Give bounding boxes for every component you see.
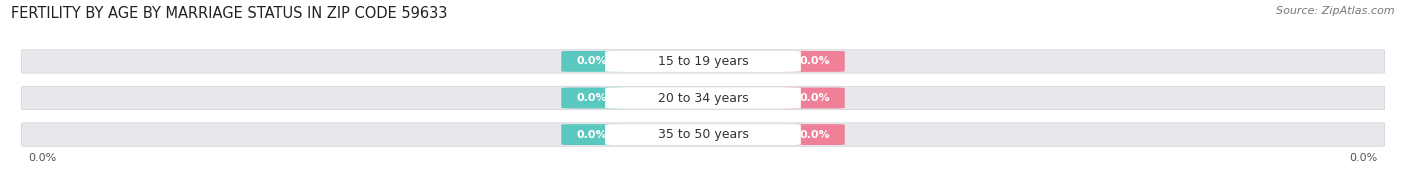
Text: 20 to 34 years: 20 to 34 years xyxy=(658,92,748,104)
Text: 0.0%: 0.0% xyxy=(28,153,56,163)
Text: 0.0%: 0.0% xyxy=(799,56,830,66)
Text: 0.0%: 0.0% xyxy=(576,130,607,140)
Text: 35 to 50 years: 35 to 50 years xyxy=(658,128,748,141)
FancyBboxPatch shape xyxy=(605,51,801,72)
FancyBboxPatch shape xyxy=(785,124,845,145)
FancyBboxPatch shape xyxy=(785,51,845,72)
FancyBboxPatch shape xyxy=(561,88,621,108)
FancyBboxPatch shape xyxy=(561,124,621,145)
FancyBboxPatch shape xyxy=(561,51,621,72)
FancyBboxPatch shape xyxy=(785,88,845,108)
Text: 0.0%: 0.0% xyxy=(799,130,830,140)
Text: 15 to 19 years: 15 to 19 years xyxy=(658,55,748,68)
Text: FERTILITY BY AGE BY MARRIAGE STATUS IN ZIP CODE 59633: FERTILITY BY AGE BY MARRIAGE STATUS IN Z… xyxy=(11,6,447,21)
Text: 0.0%: 0.0% xyxy=(799,93,830,103)
FancyBboxPatch shape xyxy=(605,88,801,108)
FancyBboxPatch shape xyxy=(605,124,801,145)
Text: 0.0%: 0.0% xyxy=(1350,153,1378,163)
Text: 0.0%: 0.0% xyxy=(576,93,607,103)
FancyBboxPatch shape xyxy=(21,123,1385,146)
Text: Source: ZipAtlas.com: Source: ZipAtlas.com xyxy=(1277,6,1395,16)
Text: 0.0%: 0.0% xyxy=(576,56,607,66)
FancyBboxPatch shape xyxy=(21,86,1385,110)
FancyBboxPatch shape xyxy=(21,50,1385,73)
